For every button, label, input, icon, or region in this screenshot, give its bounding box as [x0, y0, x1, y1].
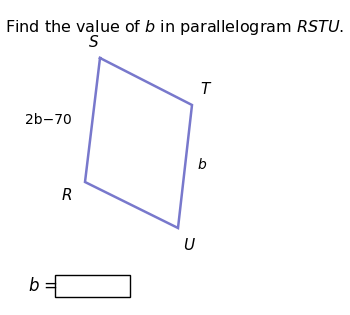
Text: S: S: [89, 35, 99, 50]
Text: T: T: [200, 82, 209, 97]
Text: Find the value of $b$ in parallelogram $RSTU$.: Find the value of $b$ in parallelogram $…: [5, 18, 345, 37]
Bar: [55, 275, 130, 297]
Text: 2b−70: 2b−70: [25, 113, 72, 127]
Text: U: U: [183, 238, 194, 253]
Text: $b$ =: $b$ =: [28, 277, 58, 295]
Text: b: b: [198, 158, 207, 172]
Text: R: R: [61, 188, 72, 203]
